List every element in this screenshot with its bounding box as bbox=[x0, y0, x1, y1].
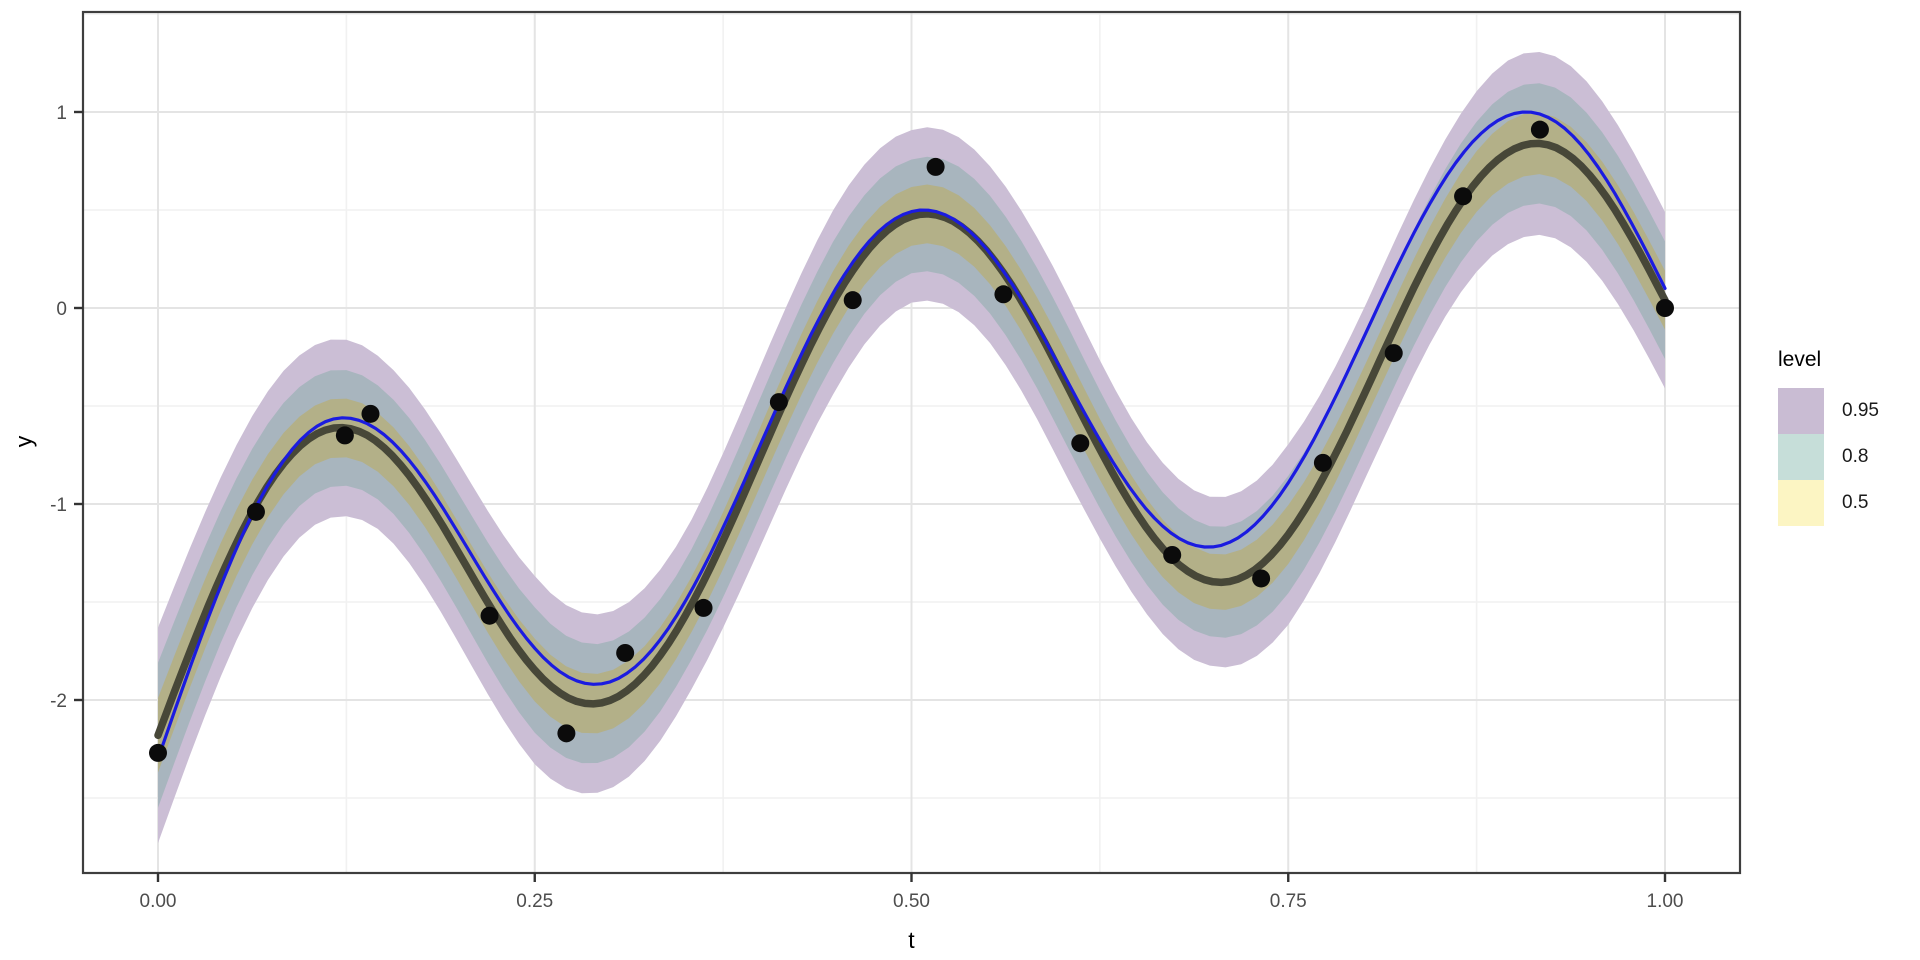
data-point bbox=[1384, 344, 1403, 363]
legend-title: level bbox=[1778, 348, 1822, 371]
data-point bbox=[1454, 187, 1473, 206]
y-axis-title: y bbox=[10, 435, 37, 448]
y-tick-label: 0 bbox=[56, 299, 67, 320]
legend-label-05: 0.5 bbox=[1842, 492, 1869, 513]
y-tick-label: -1 bbox=[50, 495, 67, 516]
ribbon-0.5 bbox=[158, 112, 1665, 773]
legend-entry-095: 0.95 bbox=[1778, 388, 1918, 434]
data-point bbox=[694, 598, 713, 617]
data-point bbox=[1530, 120, 1549, 139]
y-tick-label: 1 bbox=[56, 103, 67, 124]
x-tick-label: 0.00 bbox=[140, 891, 177, 912]
legend: level 0.95 0.8 0.5 bbox=[1778, 348, 1918, 526]
data-point bbox=[335, 426, 354, 445]
data-point bbox=[843, 291, 862, 310]
legend-label-095: 0.95 bbox=[1842, 400, 1879, 421]
data-layer bbox=[149, 52, 1674, 844]
data-point bbox=[361, 404, 380, 423]
legend-entry-08: 0.8 bbox=[1778, 434, 1918, 480]
legend-entry-05: 0.5 bbox=[1778, 480, 1918, 526]
data-point bbox=[149, 743, 167, 762]
true-function-line bbox=[156, 110, 1667, 761]
ribbon-0.8 bbox=[158, 83, 1665, 808]
data-point bbox=[926, 157, 945, 176]
posterior-mean-line bbox=[154, 139, 1669, 740]
data-point bbox=[994, 285, 1013, 304]
x-axis-title: t bbox=[908, 927, 915, 953]
data-point bbox=[1071, 434, 1090, 453]
x-tick-label: 0.25 bbox=[516, 891, 553, 912]
legend-swatch-08 bbox=[1778, 434, 1824, 480]
legend-swatch-05 bbox=[1778, 480, 1824, 526]
legend-swatch-095 bbox=[1778, 388, 1824, 434]
x-tick-label: 1.00 bbox=[1647, 891, 1684, 912]
data-point bbox=[480, 606, 499, 625]
data-point bbox=[616, 643, 635, 662]
y-tick-label: -2 bbox=[50, 691, 67, 712]
x-tick-label: 0.50 bbox=[893, 891, 930, 912]
x-tick-label: 0.75 bbox=[1270, 891, 1307, 912]
data-point bbox=[246, 502, 265, 521]
data-point bbox=[1313, 453, 1332, 472]
legend-label-08: 0.8 bbox=[1842, 446, 1869, 467]
data-point bbox=[769, 393, 788, 412]
data-point bbox=[557, 724, 576, 743]
axis-ticks: 0.00 0.25 0.50 0.75 1.00 1 0 -1 -2 bbox=[50, 103, 1683, 912]
data-point bbox=[1163, 545, 1182, 564]
data-point bbox=[1252, 569, 1271, 588]
data-point bbox=[1656, 299, 1674, 317]
